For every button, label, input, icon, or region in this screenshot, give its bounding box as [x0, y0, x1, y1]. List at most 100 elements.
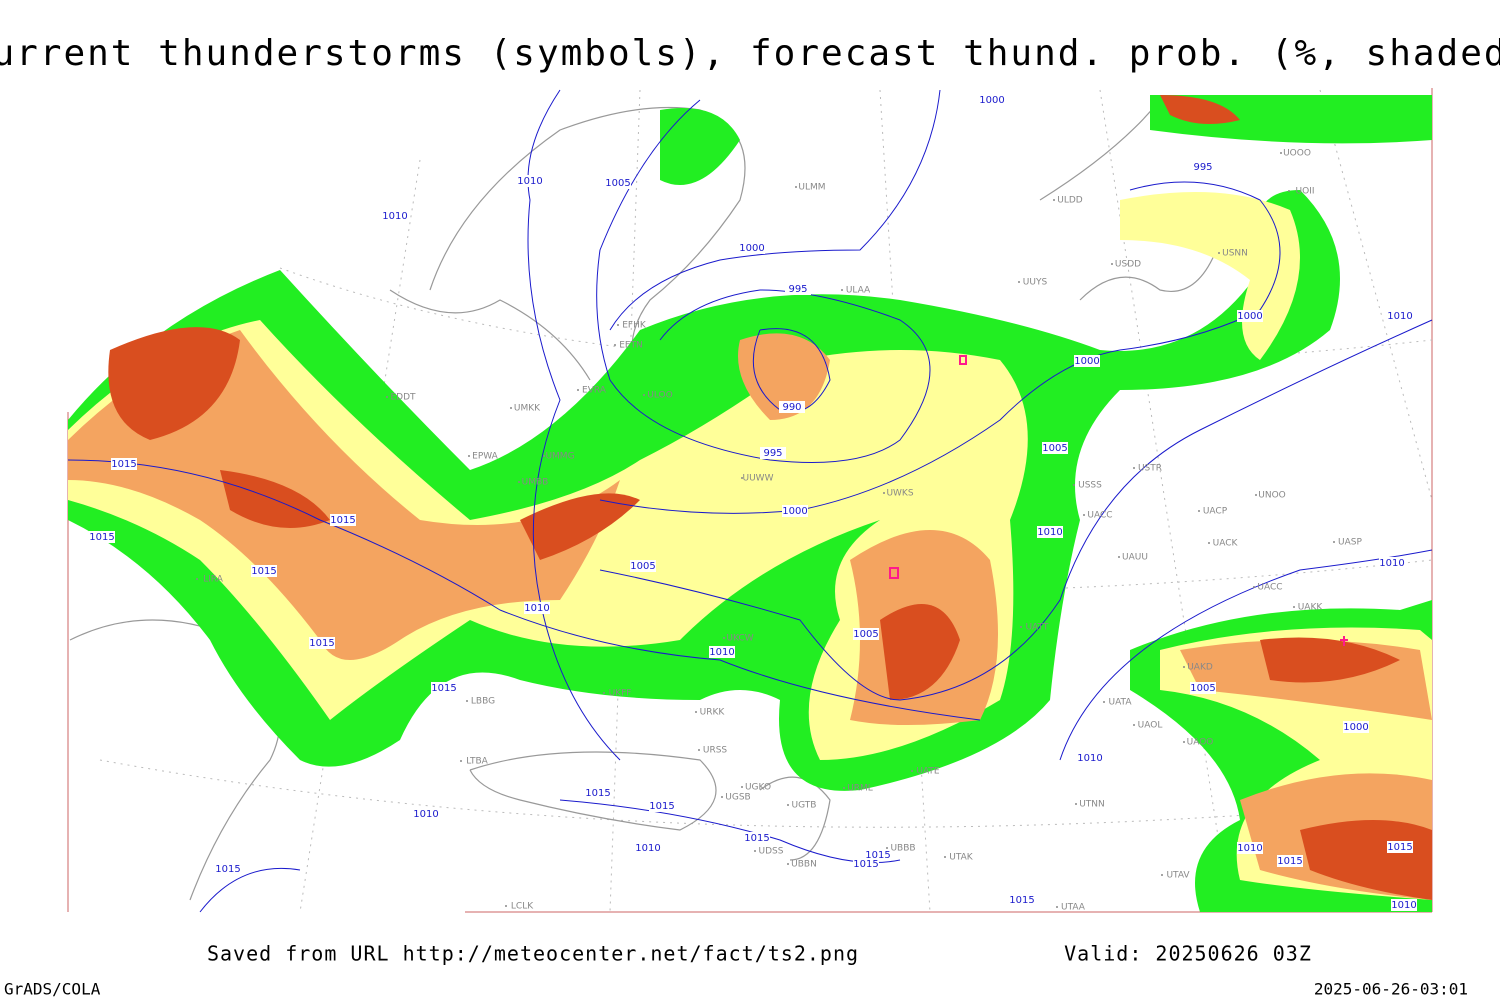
- isobar-label: 1015: [309, 638, 334, 649]
- station-code: UOII: [1296, 187, 1315, 197]
- station-dot: [543, 455, 545, 457]
- isobar-label-bg: [524, 602, 550, 614]
- station-code: EVRA: [582, 386, 607, 396]
- station-code: UACK: [1213, 539, 1239, 549]
- isobar-label: 1015: [853, 859, 878, 870]
- isobar-label: 1015: [1009, 895, 1034, 906]
- station-dot: [886, 847, 888, 849]
- station-code: UGSB: [725, 793, 750, 803]
- isobar-label-bg: [649, 800, 675, 812]
- isobar-label-bg: [1077, 752, 1103, 764]
- isobar-labels: 1010 1005 1010 1000 995 1000 995 990 995 1000 1010…: [89, 94, 1417, 911]
- isobar-label-bg: [585, 787, 611, 799]
- isobar-label: 1015: [251, 566, 276, 577]
- isobar-label: 1015: [330, 515, 355, 526]
- isobar-label-bg: [630, 560, 656, 572]
- station-dot: [617, 324, 619, 326]
- station-code: USDD: [1115, 260, 1141, 270]
- isobar-label-bg: [1237, 842, 1263, 854]
- station-code: UKCW: [726, 634, 753, 644]
- isobar-label-bg: [251, 565, 277, 577]
- station-dot: [643, 394, 645, 396]
- isobar-label: 1015: [215, 864, 240, 875]
- station-dot: [386, 396, 388, 398]
- isobar-label: 1010: [382, 211, 407, 222]
- isobar-label-bg: [431, 682, 457, 694]
- station-code: ULMM: [798, 183, 825, 193]
- isobar-label-bg: [1391, 899, 1417, 911]
- station-dot: [1053, 199, 1055, 201]
- isobar-label: 1015: [1277, 856, 1302, 867]
- station-code: ULOO: [647, 391, 672, 401]
- station-dot: [603, 692, 605, 694]
- station-code: UKFF: [609, 689, 632, 699]
- station-dot: [883, 492, 885, 494]
- isobar-label-bg: [1387, 841, 1413, 853]
- station-code: UACC: [1257, 583, 1282, 593]
- station-code: UATT: [1026, 623, 1049, 633]
- station-dot: [466, 700, 468, 702]
- station-dot: [1083, 514, 1085, 516]
- station-code: EDDT: [390, 393, 416, 403]
- station-code: ULAA: [846, 286, 871, 296]
- station-code: URKK: [700, 708, 726, 718]
- isobar-label: 1000: [782, 506, 807, 517]
- station-code: LBBG: [471, 697, 495, 707]
- station-code: UGKO: [745, 783, 771, 793]
- station-code: UWKS: [886, 489, 913, 499]
- station-code: EPWA: [472, 452, 499, 462]
- isobar-label: 1010: [517, 176, 542, 187]
- isobar-label-bg: [517, 175, 543, 187]
- station-dot: [795, 186, 797, 188]
- isobar-label-bg: [309, 637, 335, 649]
- isobar-label-bg: [1237, 310, 1263, 322]
- isobar-label: 1010: [1077, 753, 1102, 764]
- station-code: UTAK: [949, 853, 974, 863]
- station-dot: [1183, 741, 1185, 743]
- station-code: LTBA: [466, 757, 488, 767]
- isobar-label: 1015: [585, 788, 610, 799]
- isobar-label: 990: [782, 402, 801, 413]
- isobar-label: 1015: [111, 459, 136, 470]
- isobar-label: 1000: [1343, 722, 1368, 733]
- station-code: UACC: [1087, 511, 1112, 521]
- station-dot: [518, 481, 520, 483]
- station-code: UAKD: [1187, 663, 1213, 673]
- isobar-label: 995: [1193, 162, 1212, 173]
- station-dot: [1253, 586, 1255, 588]
- station-dot: [1255, 494, 1257, 496]
- isobar-label-bg: [605, 177, 631, 189]
- isobar-label: 1015: [744, 833, 769, 844]
- isobar-label: 1010: [1237, 843, 1262, 854]
- station-code: UATE: [916, 767, 940, 777]
- station-dot: [1018, 281, 1020, 283]
- station-code: UAOO: [1187, 738, 1214, 748]
- station-dot: [1103, 701, 1105, 703]
- station-code: UMKK: [514, 404, 541, 414]
- station-code: UASP: [1338, 538, 1362, 548]
- isobar-label-bg: [382, 210, 408, 222]
- station-dot: [1020, 626, 1022, 628]
- isobar-label-bg: [413, 808, 439, 820]
- isobar-label-bg: [1037, 526, 1063, 538]
- station-dot: [754, 850, 756, 852]
- station-dot: [577, 389, 579, 391]
- station-dot: [787, 863, 789, 865]
- station-dot: [1133, 724, 1135, 726]
- station-code: URSS: [703, 746, 728, 756]
- station-code: USSS: [1078, 481, 1102, 491]
- station-dot: [510, 407, 512, 409]
- station-dot: [614, 344, 616, 346]
- isobar-label-bg: [1074, 355, 1100, 367]
- station-code: USTR: [1138, 464, 1162, 474]
- isobar-label: 1000: [979, 95, 1004, 106]
- station-code: UAKK: [1298, 603, 1324, 613]
- isobar-label-bg: [853, 858, 879, 870]
- station-dot: [841, 289, 843, 291]
- station-code: UMMG: [545, 452, 574, 462]
- station-dot: [698, 749, 700, 751]
- station-dot: [1293, 606, 1295, 608]
- isobar-label: 1010: [413, 809, 438, 820]
- station-code: URML: [847, 784, 873, 794]
- isobar-label-bg: [744, 832, 770, 844]
